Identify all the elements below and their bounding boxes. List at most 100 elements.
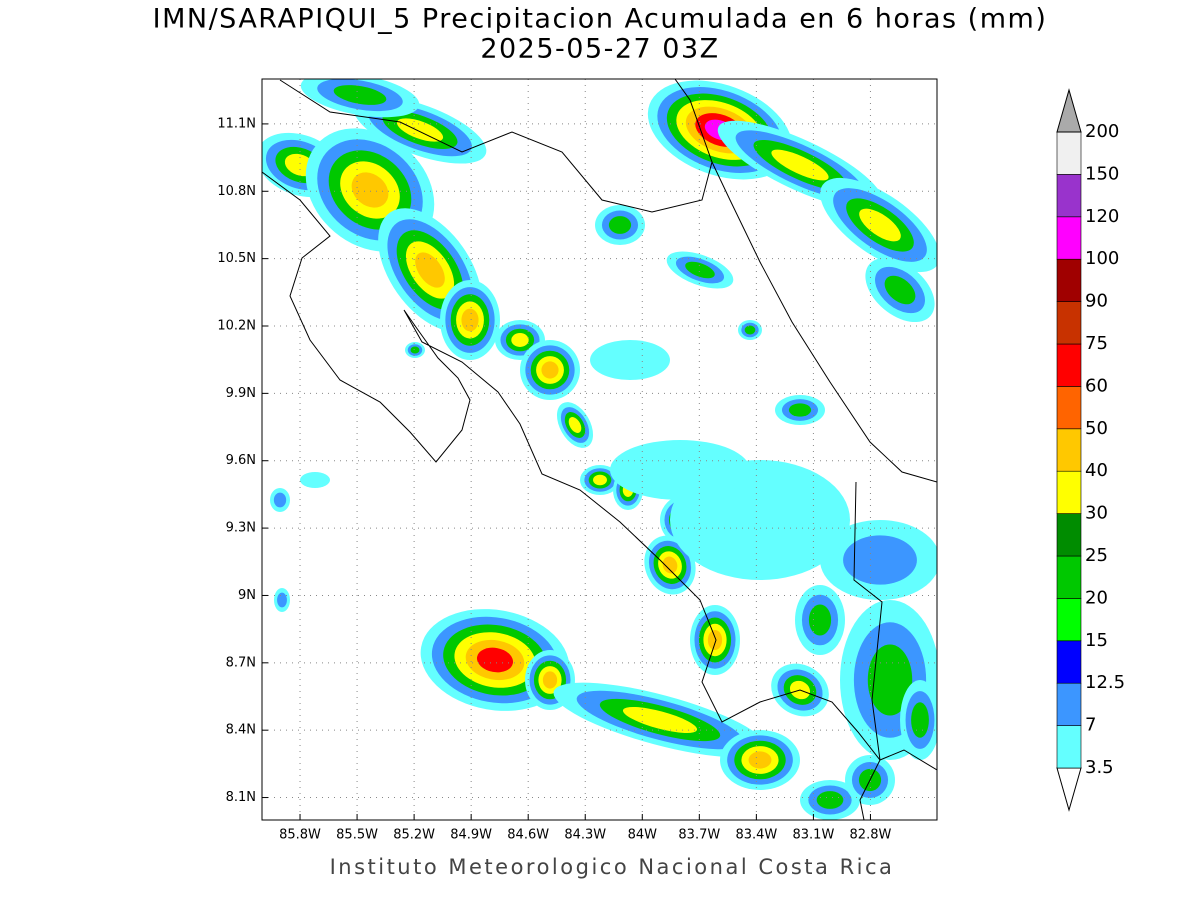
colorbar-label: 60 <box>1085 375 1108 396</box>
colorbar-box <box>1056 725 1082 769</box>
colorbar-label: 15 <box>1085 630 1108 651</box>
rain-blob <box>556 402 594 448</box>
rain-contour <box>859 208 901 242</box>
rain-contour <box>568 417 582 433</box>
rain-contour <box>788 403 812 417</box>
colorbar-box <box>1056 555 1082 599</box>
precip-field <box>262 79 937 820</box>
lat-tick-label: 8.1N <box>226 790 256 805</box>
rain-blob <box>820 520 937 600</box>
colorbar-box <box>1056 131 1082 175</box>
colorbar-label: 120 <box>1085 206 1119 227</box>
rain-contour <box>867 644 913 716</box>
colorbar-label: 90 <box>1085 291 1108 312</box>
rain-contour <box>511 333 529 347</box>
lon-tick-label: 83.4W <box>735 828 777 843</box>
rain-blob <box>900 680 937 760</box>
rain-blob <box>738 320 762 340</box>
colorbar-box <box>1056 216 1082 260</box>
rain-contour <box>843 535 917 585</box>
colorbar-label: 50 <box>1085 418 1108 439</box>
footer: Instituto Meteorologico Nacional Costa R… <box>330 855 895 879</box>
colorbar-box <box>1056 301 1082 345</box>
rain-contour <box>541 361 559 379</box>
grid: 11.1N 10.8N 10.5N 10.2N 9.9N 9.6N 9.3N 9N 8.7N 8.… <box>217 79 937 843</box>
rain-contour <box>277 592 287 608</box>
rain-blob <box>300 472 330 488</box>
colorbar-box <box>1056 470 1082 514</box>
title: IMN/SARAPIQUI_5 Precipitacion Acumulada … <box>153 4 1048 35</box>
rain-blob <box>820 177 937 273</box>
rain-blob <box>580 465 620 495</box>
rain-contour <box>707 630 723 650</box>
caribbean-coast <box>711 161 937 483</box>
rain-contour <box>744 325 756 335</box>
coastlines <box>262 79 937 820</box>
lat-tick-label: 9N <box>238 588 256 603</box>
nicaragua-border <box>279 79 713 213</box>
colorbar-label: 40 <box>1085 460 1108 481</box>
lon-tick-label: 85.5W <box>336 828 378 843</box>
lon-tick-label: 82.8W <box>850 828 892 843</box>
colorbar-label: 3.5 <box>1085 757 1114 778</box>
rain-contour <box>771 149 829 181</box>
colorbar-label: 150 <box>1085 163 1119 184</box>
rain-contour <box>351 172 389 208</box>
lon-tick-label: 83.7W <box>678 828 720 843</box>
rain-contour <box>911 702 929 738</box>
rain-contour <box>461 308 479 332</box>
lon-tick-label: 85.8W <box>279 828 321 843</box>
subtitle: 2025-05-27 03Z <box>480 34 719 65</box>
rain-contour <box>685 261 715 279</box>
rain-blob <box>865 257 935 323</box>
rain-contour <box>333 85 387 105</box>
rain-blob <box>795 585 845 655</box>
lon-tick-label: 84W <box>628 828 658 843</box>
colorbar-label: 20 <box>1085 587 1108 608</box>
colorbar-label: 12.5 <box>1085 672 1125 693</box>
colorbar: 3.5 7 12.5 15 20 25 30 40 50 60 75 90 100 120 150 200 <box>1056 88 1125 812</box>
colorbar-box <box>1056 386 1082 430</box>
rain-blob <box>690 605 740 675</box>
colorbar-box <box>1056 258 1082 302</box>
rain-contour <box>410 346 420 354</box>
colorbar-label: 7 <box>1085 715 1096 736</box>
rain-blob <box>270 488 290 512</box>
rain-contour <box>593 474 607 486</box>
rain-contour <box>590 340 670 380</box>
rain-blob <box>440 280 500 360</box>
rain-blob <box>595 205 645 245</box>
rain-blob <box>300 79 420 118</box>
rain-contour <box>273 492 287 508</box>
rain-blob <box>610 440 750 500</box>
colorbar-arrow-high <box>1056 88 1082 133</box>
rain-contour <box>884 275 916 305</box>
rain-blob <box>720 730 800 790</box>
lat-tick-label: 8.7N <box>226 655 256 670</box>
lat-tick-label: 8.4N <box>226 723 256 738</box>
rain-blob <box>274 588 290 612</box>
rain-contour <box>415 252 445 288</box>
rain-contour <box>662 556 678 574</box>
rain-blob <box>775 395 825 425</box>
colorbar-box <box>1056 174 1082 218</box>
rain-contour <box>542 671 558 689</box>
rain-blob <box>520 340 580 400</box>
rain-contour <box>396 118 444 142</box>
lat-tick-label: 9.6N <box>226 453 256 468</box>
colorbar-label: 200 <box>1085 121 1119 142</box>
rain-blob <box>590 340 670 380</box>
lat-tick-label: 10.2N <box>217 319 256 334</box>
rain-blob <box>525 650 575 710</box>
lat-tick-label: 10.5N <box>217 251 256 266</box>
rain-blob <box>553 682 767 758</box>
colorbar-box <box>1056 343 1082 387</box>
colorbar-arrow-low <box>1056 767 1082 812</box>
lat-tick-label: 10.8N <box>217 184 256 199</box>
lon-tick-label: 84.3W <box>564 828 606 843</box>
rain-contour <box>608 216 632 234</box>
lon-tick-label: 83.1W <box>793 828 835 843</box>
panama-border <box>853 481 883 820</box>
colorbar-box <box>1056 513 1082 557</box>
